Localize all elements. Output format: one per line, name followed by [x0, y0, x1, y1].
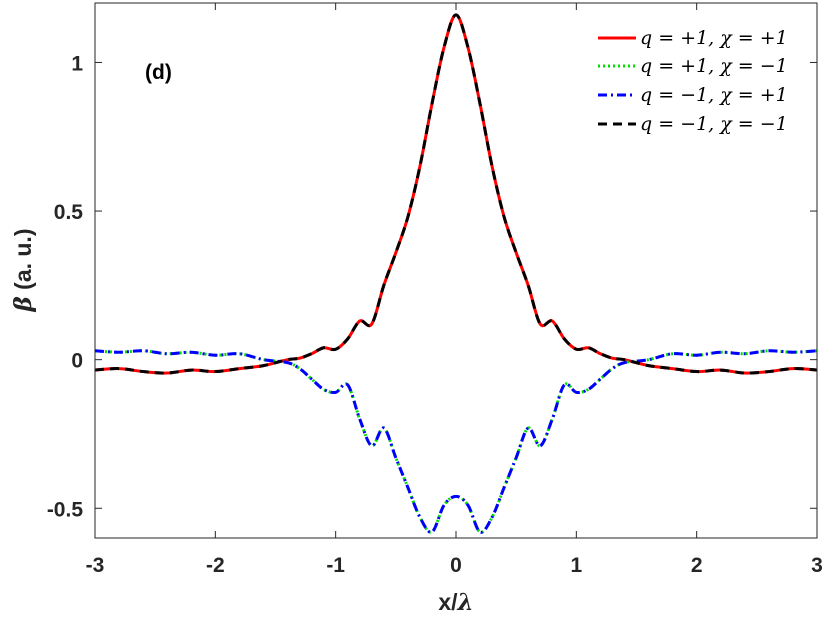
x-axis-label-symbol: λ	[457, 589, 474, 616]
legend-label-q-plus1-chi-plus1: q = +1, χ = +1	[640, 27, 788, 49]
legend: q = +1, χ = +1 q = +1, χ = −1 q = −1, χ …	[598, 27, 788, 135]
x-tick-label: 1	[570, 554, 582, 577]
y-axis-ticks: -0.5 0 0.5 1	[47, 52, 817, 521]
legend-item-q-plus1-chi-plus1: q = +1, χ = +1	[598, 27, 788, 49]
x-tick-label: -1	[326, 554, 345, 577]
x-tick-label: 3	[811, 554, 823, 577]
y-tick-label: 1	[71, 52, 83, 75]
plot-area	[95, 3, 817, 538]
x-tick-label: -2	[206, 554, 225, 577]
y-tick-label: 0	[71, 350, 83, 373]
y-tick-label: 0.5	[54, 201, 84, 224]
x-axis-ticks: -3 -2 -1 0 1 2 3	[86, 3, 823, 577]
legend-item-q-minus1-chi-plus1: q = −1, χ = +1	[598, 84, 788, 106]
legend-label-q-minus1-chi-plus1: q = −1, χ = +1	[640, 84, 788, 106]
x-tick-label: 0	[450, 554, 462, 577]
series-line-q-minus1-chi-minus1	[95, 13, 817, 375]
x-axis-label: x/λ	[438, 589, 473, 616]
panel-label: (d)	[145, 61, 172, 84]
series-line-q-minus1-chi-plus1	[95, 349, 817, 534]
y-axis-label: β (a. u.)	[10, 228, 37, 312]
legend-label-q-plus1-chi-minus1: q = +1, χ = −1	[640, 55, 788, 77]
x-axis-label-main: x/	[438, 589, 458, 615]
y-axis-label-symbol: β	[10, 296, 37, 312]
legend-item-q-plus1-chi-minus1: q = +1, χ = −1	[598, 55, 788, 77]
x-tick-label: -3	[86, 554, 105, 577]
series-layer	[95, 13, 817, 534]
y-axis-label-main: (a. u.)	[10, 228, 36, 296]
legend-label-q-minus1-chi-minus1: q = −1, χ = −1	[640, 113, 788, 135]
x-tick-label: 2	[691, 554, 703, 577]
legend-item-q-minus1-chi-minus1: q = −1, χ = −1	[598, 113, 788, 135]
y-tick-label: -0.5	[47, 498, 84, 521]
